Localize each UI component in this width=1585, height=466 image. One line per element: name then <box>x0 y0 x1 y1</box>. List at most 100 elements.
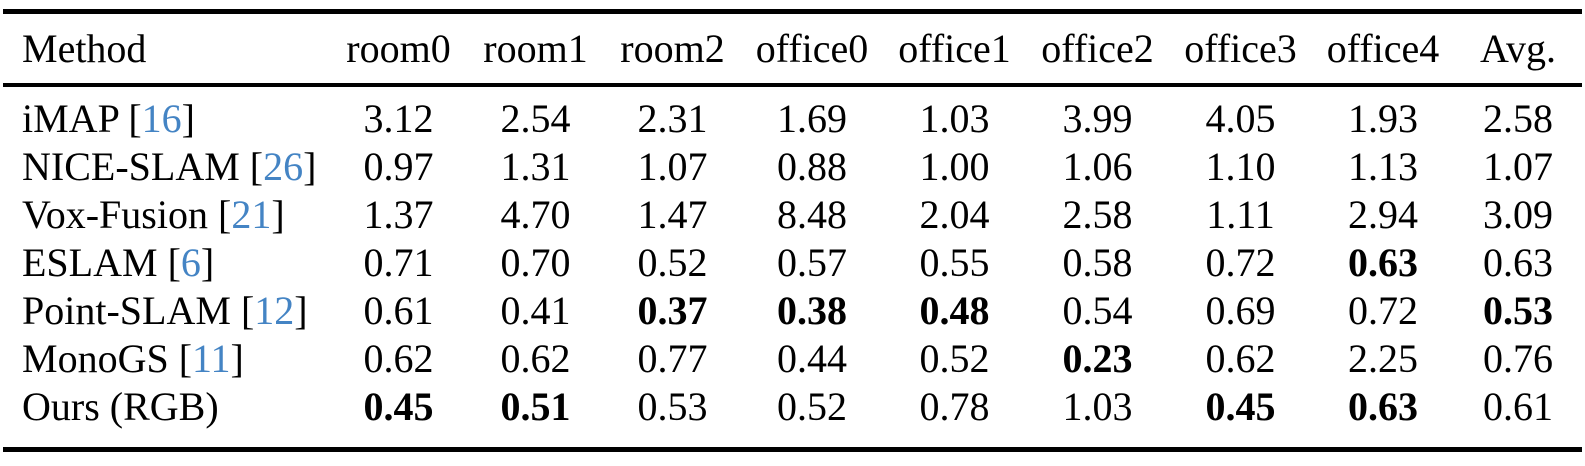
table-row-ours-rgb: Ours (RGB) 0.45 0.51 0.53 0.52 0.78 1.03 0.45 0.… <box>3 383 1582 450</box>
method-name: NICE-SLAM <box>22 144 240 189</box>
value-cell-room0: 1.37 <box>363 192 434 237</box>
table-row-nice-slam: NICE-SLAM [26] 0.97 1.31 1.07 0.88 1.00 1.06 1.… <box>3 143 1582 191</box>
value-cell-office3: 0.69 <box>1205 288 1276 333</box>
column-header-method: Method <box>3 11 330 87</box>
value-cell-room1: 0.51 <box>500 384 571 429</box>
column-header-room1: room1 <box>467 11 604 87</box>
citation-link[interactable]: 12 <box>254 288 295 333</box>
citation-link[interactable]: 16 <box>141 96 182 141</box>
value-cell-office4: 2.94 <box>1348 192 1418 237</box>
method-name: ESLAM <box>22 240 158 285</box>
value-cell-office1: 0.55 <box>919 240 990 285</box>
value-cell-office3: 0.62 <box>1205 336 1276 381</box>
value-cell-office2: 0.58 <box>1062 240 1133 285</box>
method-name: MonoGS <box>22 336 169 381</box>
value-cell-room1: 1.31 <box>500 144 571 189</box>
value-cell-office2: 2.58 <box>1062 192 1133 237</box>
value-cell-office4: 0.72 <box>1348 288 1418 333</box>
value-cell-room2: 0.52 <box>637 240 708 285</box>
value-cell-office3: 1.10 <box>1205 144 1276 189</box>
method-cell: NICE-SLAM [26] <box>22 144 317 189</box>
table-row-imap: iMAP [16] 3.12 2.54 2.31 1.69 1.03 3.99 4.05 1.9… <box>3 85 1582 143</box>
value-cell-office4: 2.25 <box>1348 336 1418 381</box>
value-cell-office3: 4.05 <box>1205 96 1276 141</box>
table-body: iMAP [16] 3.12 2.54 2.31 1.69 1.03 3.99 4.05 1.9… <box>3 85 1582 450</box>
value-cell-office2: 1.03 <box>1062 384 1133 429</box>
method-cell: ESLAM [6] <box>22 240 215 285</box>
value-cell-room1: 4.70 <box>500 192 571 237</box>
value-cell-office4: 0.63 <box>1348 384 1418 429</box>
value-cell-room1: 2.54 <box>500 96 571 141</box>
value-cell-office0: 0.44 <box>777 336 847 381</box>
table-row-vox-fusion: Vox-Fusion [21] 1.37 4.70 1.47 8.48 2.04 2.58 1… <box>3 191 1582 239</box>
value-cell-avg: 3.09 <box>1483 192 1553 237</box>
value-cell-room0: 3.12 <box>363 96 434 141</box>
method-name: Ours (RGB) <box>22 384 219 429</box>
value-cell-avg: 2.58 <box>1483 96 1553 141</box>
value-cell-office0: 8.48 <box>777 192 847 237</box>
value-cell-room0: 0.61 <box>363 288 434 333</box>
value-cell-room2: 0.77 <box>637 336 708 381</box>
value-cell-room1: 0.70 <box>500 240 571 285</box>
value-cell-room0: 0.62 <box>363 336 434 381</box>
value-cell-avg: 0.76 <box>1483 336 1553 381</box>
column-header-office1: office1 <box>883 11 1026 87</box>
value-cell-office2: 1.06 <box>1062 144 1133 189</box>
value-cell-room2: 1.47 <box>637 192 708 237</box>
table-row-eslam: ESLAM [6] 0.71 0.70 0.52 0.57 0.55 0.58 0.72 0.6… <box>3 239 1582 287</box>
value-cell-office3: 0.45 <box>1205 384 1276 429</box>
column-header-avg: Avg. <box>1454 11 1582 87</box>
value-cell-avg: 1.07 <box>1483 144 1553 189</box>
value-cell-office1: 0.78 <box>919 384 990 429</box>
value-cell-office0: 1.69 <box>777 96 847 141</box>
value-cell-room2: 0.53 <box>637 384 708 429</box>
value-cell-office0: 0.38 <box>777 288 847 333</box>
table-row-point-slam: Point-SLAM [12] 0.61 0.41 0.37 0.38 0.48 0.54 0… <box>3 287 1582 335</box>
value-cell-office1: 2.04 <box>919 192 990 237</box>
method-cell: Ours (RGB) <box>3 383 330 450</box>
value-cell-office0: 0.57 <box>777 240 847 285</box>
results-table: Method room0 room1 room2 office0 office1 offic… <box>3 9 1582 452</box>
value-cell-office0: 0.88 <box>777 144 847 189</box>
value-cell-room2: 0.37 <box>637 288 708 333</box>
method-cell: Point-SLAM [12] <box>22 288 308 333</box>
value-cell-room2: 1.07 <box>637 144 708 189</box>
column-header-room2: room2 <box>604 11 741 87</box>
value-cell-office1: 1.03 <box>919 96 990 141</box>
value-cell-room0: 0.71 <box>363 240 434 285</box>
header-row: Method room0 room1 room2 office0 office1 offic… <box>3 11 1582 87</box>
value-cell-office3: 1.11 <box>1206 192 1275 237</box>
value-cell-office2: 0.23 <box>1062 336 1133 381</box>
method-name: Point-SLAM <box>22 288 231 333</box>
method-name: iMAP <box>22 96 119 141</box>
value-cell-office2: 0.54 <box>1062 288 1133 333</box>
column-header-room0: room0 <box>330 11 467 87</box>
value-cell-office4: 1.93 <box>1348 96 1418 141</box>
column-header-office3: office3 <box>1169 11 1312 87</box>
value-cell-room1: 0.62 <box>500 336 571 381</box>
method-name: Vox-Fusion <box>22 192 208 237</box>
method-cell: Vox-Fusion [21] <box>22 192 285 237</box>
value-cell-office1: 0.48 <box>919 288 990 333</box>
citation-link[interactable]: 11 <box>192 336 231 381</box>
value-cell-office4: 0.63 <box>1348 240 1418 285</box>
value-cell-office4: 1.13 <box>1348 144 1418 189</box>
value-cell-room1: 0.41 <box>500 288 571 333</box>
column-header-office4: office4 <box>1312 11 1454 87</box>
citation-link[interactable]: 26 <box>263 144 304 189</box>
value-cell-office0: 0.52 <box>777 384 847 429</box>
value-cell-office3: 0.72 <box>1205 240 1276 285</box>
method-cell: iMAP [16] <box>22 96 195 141</box>
value-cell-office2: 3.99 <box>1062 96 1133 141</box>
column-header-office2: office2 <box>1026 11 1169 87</box>
citation-link[interactable]: 21 <box>231 192 272 237</box>
value-cell-office1: 1.00 <box>919 144 990 189</box>
method-cell: MonoGS [11] <box>22 336 244 381</box>
table-row-monogs: MonoGS [11] 0.62 0.62 0.77 0.44 0.52 0.23 0.62 2… <box>3 335 1582 383</box>
citation-link[interactable]: 6 <box>180 240 201 285</box>
value-cell-room2: 2.31 <box>637 96 708 141</box>
results-table-wrapper: Method room0 room1 room2 office0 office1 offic… <box>3 9 1582 452</box>
value-cell-avg: 0.53 <box>1483 288 1553 333</box>
value-cell-avg: 0.63 <box>1483 240 1553 285</box>
table-header: Method room0 room1 room2 office0 office1 offic… <box>3 11 1582 87</box>
